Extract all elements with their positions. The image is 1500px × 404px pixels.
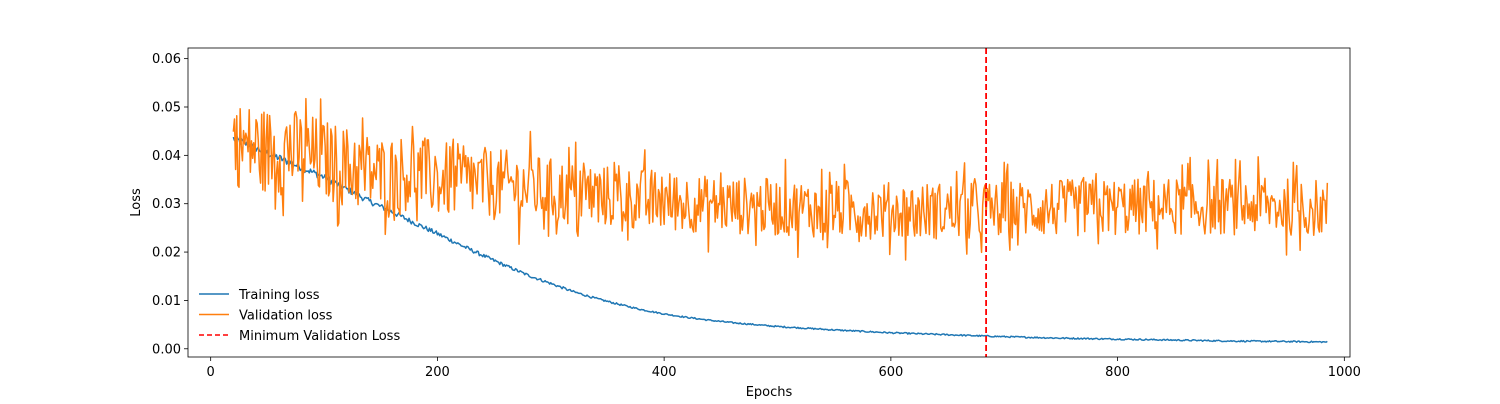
x-tick-label: 0	[207, 365, 215, 380]
y-axis: 0.00 0.01 0.02 0.03 0.04 0.05 0.06	[152, 52, 188, 357]
x-tick-label: 800	[1105, 365, 1130, 380]
y-tick-label: 0.04	[152, 149, 181, 164]
x-tick-label: 600	[878, 365, 903, 380]
x-axis-label: Epochs	[746, 385, 793, 400]
legend-label: Validation loss	[239, 309, 333, 324]
x-tick-label: 200	[425, 365, 450, 380]
y-tick-label: 0.05	[152, 100, 181, 115]
y-tick-label: 0.01	[152, 294, 181, 309]
plot-area	[232, 48, 1329, 357]
series-line-validation-loss	[232, 97, 1329, 261]
x-axis: 0 200 400 600 800 1000	[207, 357, 1361, 380]
y-axis-label: Loss	[129, 188, 144, 217]
x-tick-label: 1000	[1328, 365, 1361, 380]
legend-label: Training loss	[238, 288, 320, 303]
legend-label: Minimum Validation Loss	[239, 329, 400, 344]
y-tick-label: 0.02	[152, 246, 181, 261]
y-tick-label: 0.06	[152, 52, 181, 67]
x-tick-label: 400	[652, 365, 677, 380]
plot-frame	[187, 47, 1351, 358]
series-line-training-loss	[232, 134, 1328, 344]
y-tick-label: 0.00	[152, 342, 181, 357]
legend: Training loss Validation loss Minimum Vali…	[199, 288, 400, 344]
y-tick-label: 0.03	[152, 197, 181, 212]
